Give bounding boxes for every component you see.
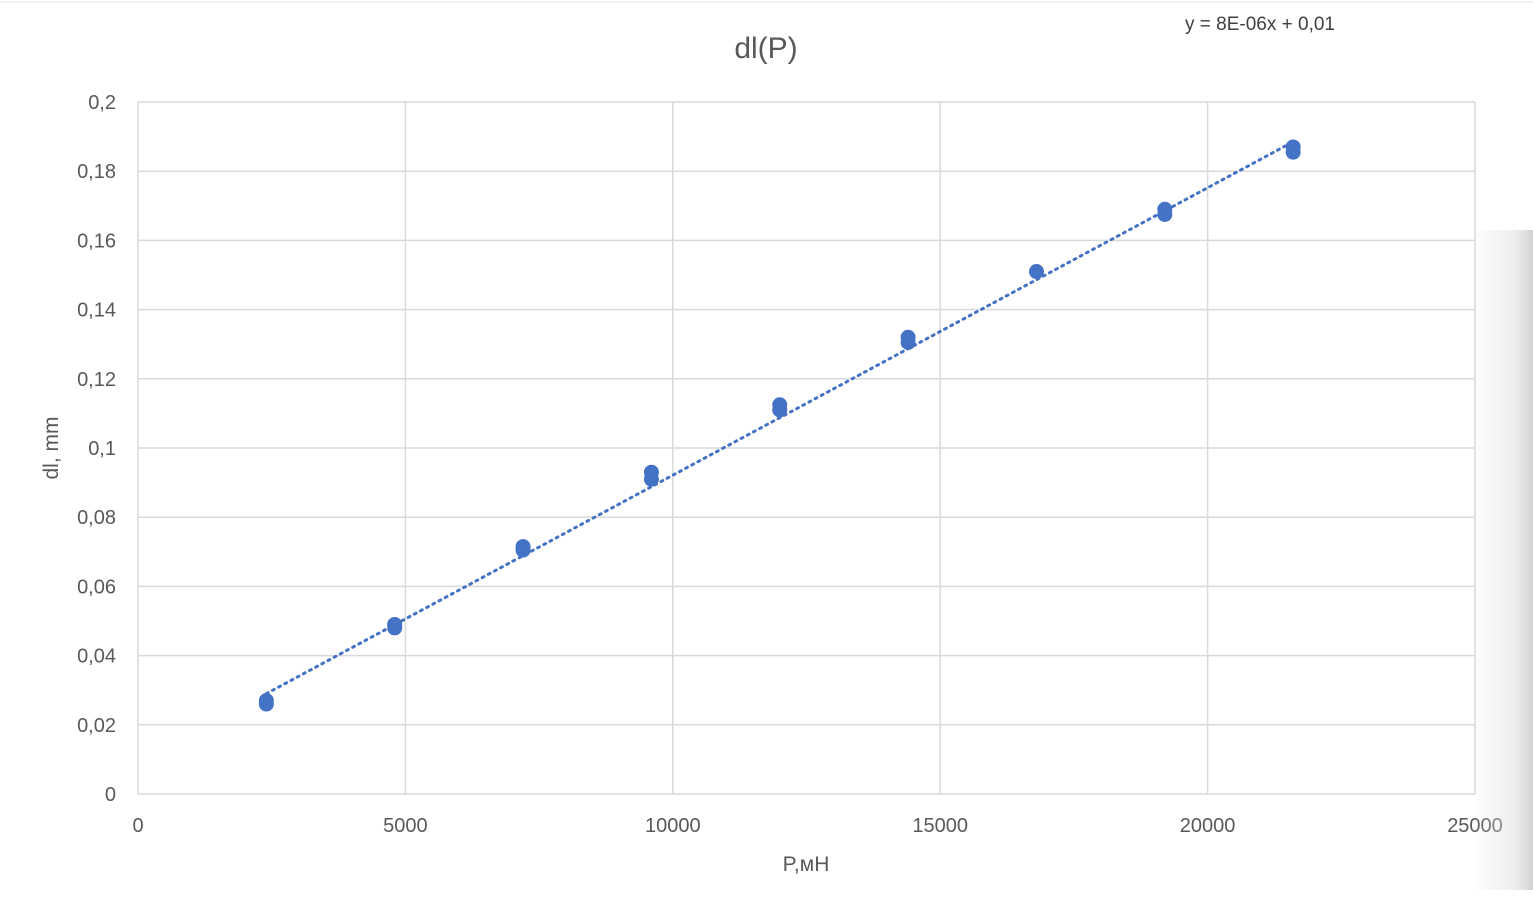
data-point — [643, 471, 659, 487]
y-tick-label: 0,16 — [77, 230, 116, 252]
chart-title: dl(P) — [734, 32, 797, 65]
y-tick-label: 0,12 — [77, 369, 116, 391]
data-points — [258, 139, 1301, 712]
y-tick-label: 0,1 — [88, 438, 116, 460]
x-tick-label: 20000 — [1180, 815, 1236, 837]
data-point — [772, 402, 788, 418]
y-axis-ticks: 0 0,02 0,04 0,06 0,08 0,1 0,12 0,14 0,16 0,18 0,2 — [77, 92, 116, 806]
data-point — [1028, 264, 1044, 280]
y-tick-label: 0,2 — [88, 92, 116, 114]
y-tick-label: 0,08 — [77, 507, 116, 529]
x-tick-label: 5000 — [383, 815, 428, 837]
y-tick-label: 0 — [105, 784, 116, 806]
data-point — [258, 696, 274, 712]
linear-trendline — [264, 140, 1295, 696]
y-tick-label: 0,04 — [77, 646, 116, 668]
x-tick-label: 0 — [132, 815, 143, 837]
data-point — [900, 334, 916, 350]
trendline-equation: y = 8E-06x + 0,01 — [1185, 14, 1335, 35]
y-tick-label: 0,02 — [77, 715, 116, 737]
data-point — [387, 620, 403, 636]
data-point — [1157, 206, 1173, 222]
x-axis-ticks: 0500010000150002000025000 — [132, 815, 1502, 837]
x-tick-label: 15000 — [912, 815, 968, 837]
x-tick-label: 10000 — [645, 815, 701, 837]
gridlines — [137, 101, 1476, 795]
data-point — [515, 542, 531, 558]
x-axis-label: P,мН — [783, 853, 830, 876]
y-axis-label: dl, mm — [40, 417, 63, 480]
window-edge-shadow — [1473, 230, 1533, 890]
y-tick-label: 0,06 — [77, 576, 116, 598]
trendline-layer — [264, 140, 1295, 696]
y-tick-label: 0,14 — [77, 300, 116, 322]
data-point — [1285, 144, 1301, 160]
y-tick-label: 0,18 — [77, 161, 116, 183]
